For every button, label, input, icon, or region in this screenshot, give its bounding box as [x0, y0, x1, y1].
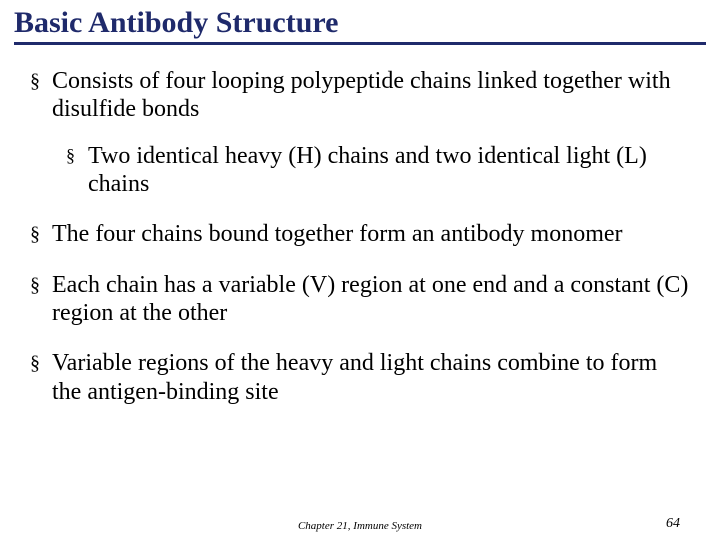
- bullet-item: § Consists of four looping polypeptide c…: [30, 67, 690, 124]
- bullet-glyph: §: [66, 142, 88, 199]
- slide-title: Basic Antibody Structure: [14, 6, 706, 40]
- bullet-glyph: §: [30, 271, 52, 328]
- bullet-item: § Variable regions of the heavy and ligh…: [30, 349, 690, 406]
- bullet-item: § Each chain has a variable (V) region a…: [30, 271, 690, 328]
- slide-body: § Consists of four looping polypeptide c…: [0, 45, 720, 406]
- bullet-text: Two identical heavy (H) chains and two i…: [88, 142, 690, 199]
- bullet-text: Each chain has a variable (V) region at …: [52, 271, 690, 328]
- page-number: 64: [666, 516, 680, 532]
- bullet-glyph: §: [30, 67, 52, 124]
- bullet-text: The four chains bound together form an a…: [52, 220, 690, 248]
- bullet-text: Consists of four looping polypeptide cha…: [52, 67, 690, 124]
- bullet-item: § The four chains bound together form an…: [30, 220, 690, 248]
- bullet-text: Variable regions of the heavy and light …: [52, 349, 690, 406]
- bullet-glyph: §: [30, 349, 52, 406]
- bullet-glyph: §: [30, 220, 52, 248]
- bullet-item: § Two identical heavy (H) chains and two…: [66, 142, 690, 199]
- footer-text: Chapter 21, Immune System: [0, 520, 720, 532]
